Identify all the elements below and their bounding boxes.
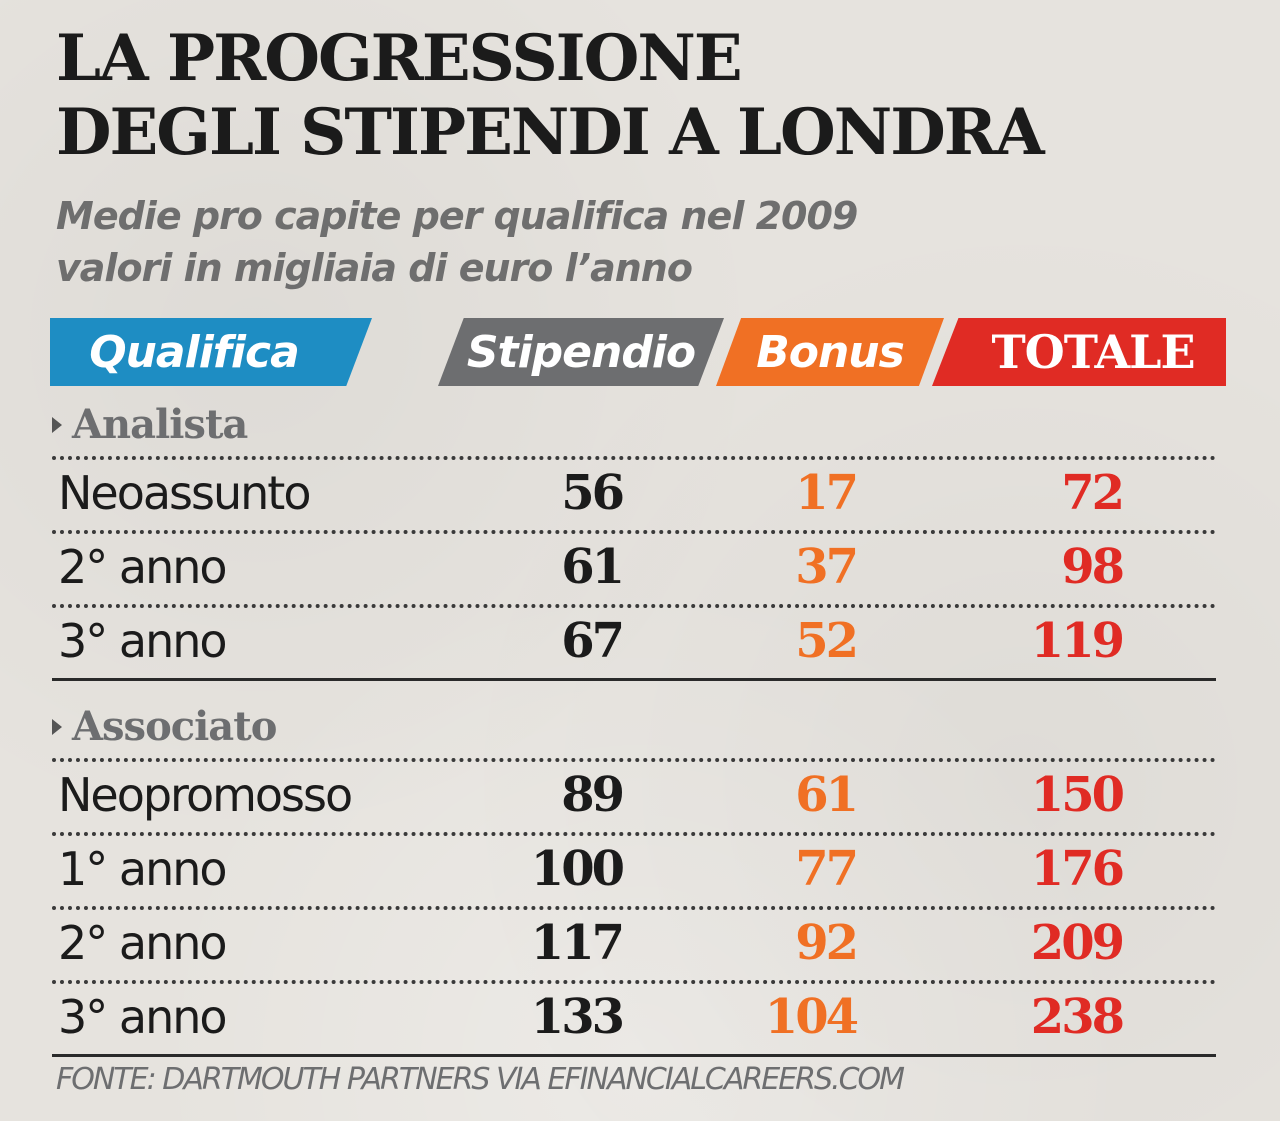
table-row: 2° anno 117 92 209 bbox=[0, 906, 1280, 980]
value-totale: 150 bbox=[1030, 767, 1125, 823]
chart-subtitle: Medie pro capite per qualifica nel 2009 … bbox=[56, 190, 858, 294]
value-stipendio: 117 bbox=[530, 915, 625, 971]
title-line-1: LA PROGRESSIONE bbox=[56, 21, 743, 96]
row-divider bbox=[52, 832, 1216, 836]
value-bonus: 37 bbox=[795, 539, 859, 595]
group-heading-label: Analista bbox=[72, 401, 248, 448]
row-divider bbox=[52, 604, 1216, 608]
source-note: FONTE: DARTMOUTH PARTNERS VIA EFINANCIAL… bbox=[56, 1062, 905, 1097]
value-stipendio: 100 bbox=[530, 841, 625, 897]
row-label: 3° anno bbox=[58, 990, 228, 1044]
value-totale: 119 bbox=[1030, 613, 1125, 669]
group-heading-associato: Associato bbox=[52, 702, 277, 752]
value-bonus: 52 bbox=[795, 613, 859, 669]
table-row: Neopromosso 89 61 150 bbox=[0, 758, 1280, 832]
value-stipendio: 67 bbox=[561, 613, 625, 669]
subtitle-line-1: Medie pro capite per qualifica nel 2009 bbox=[56, 194, 858, 238]
row-divider bbox=[52, 530, 1216, 534]
row-divider bbox=[52, 980, 1216, 984]
value-totale: 72 bbox=[1061, 465, 1125, 521]
row-label: 3° anno bbox=[58, 614, 228, 668]
table-row: Neoassunto 56 17 72 bbox=[0, 456, 1280, 530]
title-line-2: DEGLI STIPENDI A LONDRA bbox=[56, 95, 1045, 170]
value-totale: 176 bbox=[1030, 841, 1125, 897]
triangle-bullet-icon bbox=[52, 417, 62, 433]
value-bonus: 17 bbox=[795, 465, 859, 521]
group-heading-label: Associato bbox=[72, 703, 277, 750]
triangle-bullet-icon bbox=[52, 719, 62, 735]
chart-title: LA PROGRESSIONE DEGLI STIPENDI A LONDRA bbox=[56, 22, 1206, 170]
header-totale: TOTALE bbox=[932, 318, 1226, 386]
header-bonus: Bonus bbox=[716, 318, 944, 386]
group-bottom-rule bbox=[52, 678, 1216, 681]
value-bonus: 92 bbox=[795, 915, 859, 971]
table-row: 3° anno 133 104 238 bbox=[0, 980, 1280, 1054]
row-label: 2° anno bbox=[58, 916, 228, 970]
header-qualifica: Qualifica bbox=[50, 318, 372, 386]
row-divider bbox=[52, 456, 1216, 460]
table-row: 2° anno 61 37 98 bbox=[0, 530, 1280, 604]
header-stipendio: Stipendio bbox=[438, 318, 724, 386]
row-label: Neoassunto bbox=[58, 466, 311, 520]
row-label: 2° anno bbox=[58, 540, 228, 594]
table-row: 3° anno 67 52 119 bbox=[0, 604, 1280, 678]
row-label: Neopromosso bbox=[58, 768, 353, 822]
group-heading-analista: Analista bbox=[52, 400, 248, 450]
value-stipendio: 56 bbox=[561, 465, 625, 521]
value-stipendio: 89 bbox=[561, 767, 625, 823]
value-bonus: 61 bbox=[795, 767, 859, 823]
row-divider bbox=[52, 906, 1216, 910]
value-bonus: 77 bbox=[795, 841, 859, 897]
value-stipendio: 133 bbox=[530, 989, 625, 1045]
value-totale: 209 bbox=[1030, 915, 1125, 971]
value-totale: 238 bbox=[1030, 989, 1125, 1045]
table-row: 1° anno 100 77 176 bbox=[0, 832, 1280, 906]
value-totale: 98 bbox=[1061, 539, 1125, 595]
row-label: 1° anno bbox=[58, 842, 228, 896]
value-bonus: 104 bbox=[764, 989, 859, 1045]
row-divider bbox=[52, 758, 1216, 762]
subtitle-line-2: valori in migliaia di euro l’anno bbox=[56, 246, 693, 290]
group-bottom-rule bbox=[52, 1054, 1216, 1057]
value-stipendio: 61 bbox=[561, 539, 625, 595]
